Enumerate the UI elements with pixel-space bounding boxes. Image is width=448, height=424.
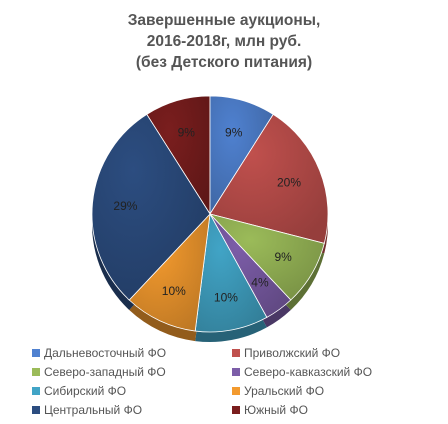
- legend-label: Северо-кавказский ФО: [244, 365, 373, 379]
- legend-label: Дальневосточный ФО: [44, 346, 167, 360]
- legend-swatch: [232, 387, 240, 395]
- legend-swatch: [232, 368, 240, 376]
- legend: Дальневосточный ФО Приволжский ФО Северо-з…: [32, 345, 432, 418]
- legend-item: Сибирский ФО: [32, 383, 232, 399]
- legend-item: Центральный ФО: [32, 402, 232, 418]
- chart-title-line-2: 2016-2018г, млн руб.: [146, 33, 302, 50]
- pie-slice: [209, 113, 329, 244]
- legend-item: Северо-западный ФО: [32, 364, 232, 380]
- pie-slice-label: 29%: [113, 199, 137, 213]
- pie-slice-label: 10%: [214, 290, 238, 304]
- legend-label: Центральный ФО: [44, 403, 143, 417]
- legend-item: Южный ФО: [232, 402, 432, 418]
- pie-slice-label: 4%: [251, 276, 269, 290]
- legend-swatch: [32, 406, 40, 414]
- chart-title-line-3: (без Детского питания): [135, 54, 313, 71]
- legend-swatch: [32, 349, 40, 357]
- chart-title: Завершенные аукционы, 2016-2018г, млн ру…: [0, 10, 448, 73]
- legend-item: Приволжский ФО: [232, 345, 432, 361]
- legend-label: Северо-западный ФО: [44, 365, 166, 379]
- legend-swatch: [232, 406, 240, 414]
- pie-slice: [194, 212, 268, 333]
- legend-label: Уральский ФО: [244, 384, 325, 398]
- legend-label: Приволжский ФО: [244, 346, 341, 360]
- legend-swatch: [32, 368, 40, 376]
- legend-item: Уральский ФО: [232, 383, 432, 399]
- pie-slice-label: 10%: [162, 284, 186, 298]
- pie-slice-label: 9%: [178, 125, 196, 139]
- chart-title-line-1: Завершенные аукционы,: [127, 12, 321, 29]
- legend-item: Северо-кавказский ФО: [232, 364, 432, 380]
- legend-label: Южный ФО: [244, 403, 308, 417]
- pie-slice: [128, 212, 211, 332]
- pie-slice-label: 9%: [225, 125, 243, 139]
- legend-swatch: [232, 349, 240, 357]
- legend-swatch: [32, 387, 40, 395]
- legend-label: Сибирский ФО: [44, 384, 127, 398]
- pie-slice-label: 20%: [277, 176, 301, 190]
- pie-slice-label: 9%: [274, 250, 292, 264]
- legend-item: Дальневосточный ФО: [32, 345, 232, 361]
- pie-slice: [91, 113, 211, 301]
